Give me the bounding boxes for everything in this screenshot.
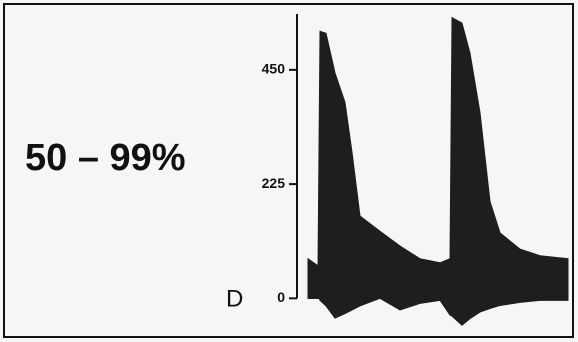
y-axis-label: D <box>226 285 243 312</box>
annotation: 50 – 99% <box>25 137 186 179</box>
y-tick-label: 0 <box>277 289 285 305</box>
chart: 50 – 99% D 0 225 450 <box>0 0 578 342</box>
y-tick-label: 225 <box>262 175 286 191</box>
y-tick-label: 450 <box>262 61 286 77</box>
